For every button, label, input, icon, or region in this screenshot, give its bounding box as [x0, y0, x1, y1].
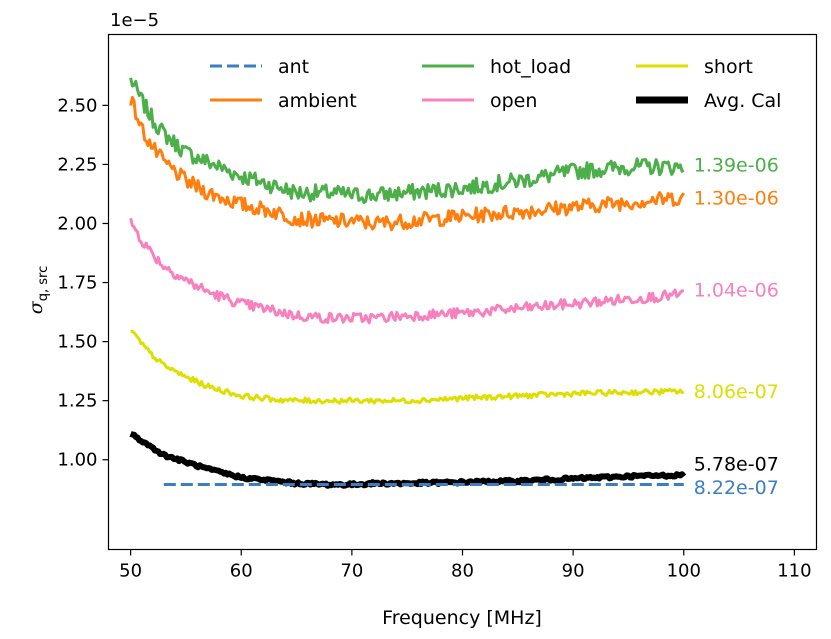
legend-entry-ant: ant [210, 56, 309, 78]
y-axis-title: σq, src [25, 266, 51, 314]
series-line-short [130, 329, 685, 405]
x-tick-label: 70 [340, 561, 363, 582]
x-axis-title: Frequency [MHz] [382, 607, 542, 629]
series-line-ambient [129, 95, 686, 232]
y-tick-label: 1.00 [57, 450, 97, 471]
end-labels: 1.39e-06 1.30e-06 1.04e-06 8.06e-07 5.78e-07… [694, 154, 779, 498]
end-label-ant: 8.22e-07 [694, 477, 779, 499]
end-label-hot-load: 1.39e-06 [694, 154, 779, 176]
y-tick-label: 1.75 [57, 273, 97, 294]
series-line-avg-cal [129, 431, 687, 489]
x-tick-label: 50 [119, 561, 142, 582]
y-tick-label: 2.25 [57, 154, 97, 175]
axis-ticks: 50 60 70 80 90 100 110 1.00 1.25 1.50 1.75 2.00 2.25… [57, 95, 811, 581]
x-tick-label: 60 [230, 561, 253, 582]
legend-label: hot_load [490, 56, 571, 78]
y-tick-label: 2.50 [57, 95, 97, 116]
legend-entry-short: short [636, 56, 753, 78]
legend-entry-open: open [422, 90, 537, 112]
x-tick-label: 80 [451, 561, 474, 582]
end-label-open: 1.04e-06 [694, 280, 779, 302]
legend-entry-ambient: ambient [210, 90, 357, 112]
series-line-open [129, 217, 685, 325]
y-tick-label: 1.25 [57, 391, 97, 412]
legend-entry-avg-cal: Avg. Cal [636, 90, 781, 112]
end-label-short: 8.06e-07 [694, 381, 779, 403]
legend-label: short [704, 56, 753, 78]
x-tick-label: 110 [777, 561, 811, 582]
end-label-ambient: 1.30e-06 [694, 188, 779, 210]
svg-text:σq, src: σq, src [25, 266, 51, 314]
legend-label: ambient [278, 90, 357, 112]
y-offset-label: 1e−5 [110, 10, 159, 31]
legend-label: open [490, 90, 537, 112]
legend-label: ant [278, 56, 309, 78]
y-axis-title-sub: q, src [36, 266, 51, 302]
x-tick-label: 100 [667, 561, 701, 582]
y-axis-title-main: σ [25, 300, 47, 314]
y-tick-label: 2.00 [57, 213, 97, 234]
y-tick-label: 1.50 [57, 332, 97, 353]
legend-label: Avg. Cal [704, 90, 781, 112]
legend-entry-hot-load: hot_load [422, 56, 571, 78]
end-label-avg-cal: 5.78e-07 [694, 453, 779, 475]
series-layer [129, 77, 687, 489]
x-tick-label: 90 [562, 561, 585, 582]
series-line-hot-load [129, 77, 685, 205]
